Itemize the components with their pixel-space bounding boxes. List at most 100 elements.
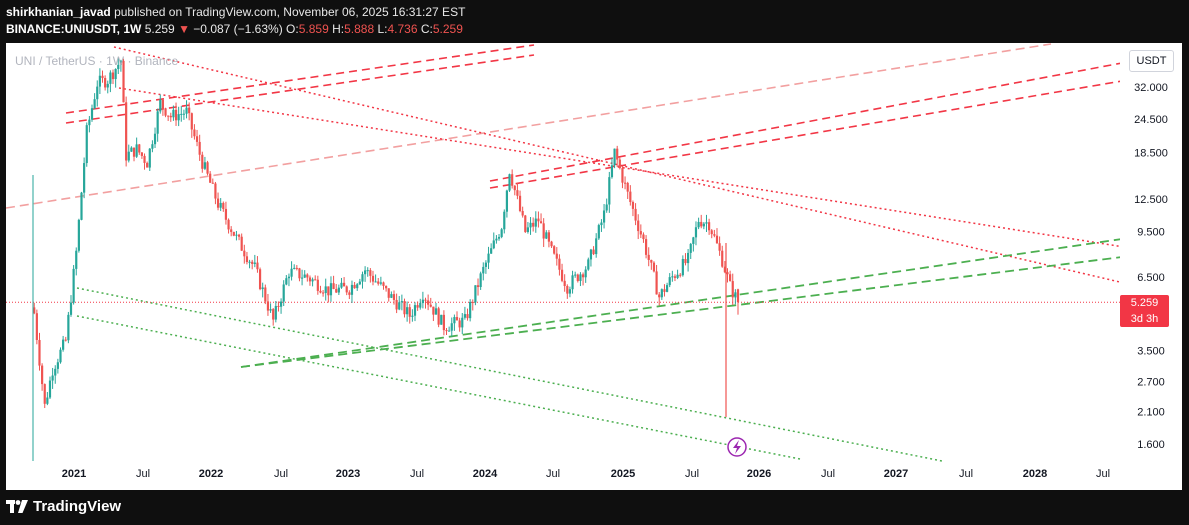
candle-body	[72, 268, 75, 303]
candle-body	[290, 268, 293, 277]
candle	[151, 140, 154, 153]
currency-button[interactable]: USDT	[1129, 50, 1174, 72]
candle-body	[592, 249, 595, 255]
candle	[109, 70, 112, 93]
candle	[660, 288, 663, 300]
candle	[487, 246, 490, 270]
price-chart[interactable]: 1.600 2.100 2.700 3.500 6.500 9.500 12.500 18.5…	[6, 43, 1182, 490]
candle-body	[172, 109, 175, 118]
candle	[329, 276, 333, 302]
candle	[479, 271, 482, 290]
candle	[526, 222, 530, 234]
candle-body	[369, 270, 372, 276]
candle	[558, 254, 561, 276]
candle	[93, 93, 96, 110]
candle-body	[387, 288, 390, 298]
candle	[576, 273, 579, 283]
candle-body	[474, 285, 477, 303]
candle	[403, 298, 406, 318]
price-axis[interactable]: 1.600 2.100 2.700 3.500 6.500 9.500 12.500 18.5…	[1120, 43, 1182, 490]
candle	[705, 214, 708, 233]
candle	[518, 190, 522, 213]
y-tick-label: 2.700	[1137, 377, 1165, 389]
symbol-info: BINANCE:UNIUSDT, 1W 5.259 ▼ −0.087 (−1.6…	[6, 22, 463, 36]
candle-body	[602, 210, 606, 223]
candle-body	[279, 301, 283, 307]
candle	[550, 240, 553, 248]
candle-body	[479, 273, 482, 288]
candle-body	[332, 283, 335, 290]
candle-body	[98, 75, 101, 87]
candle-body	[718, 243, 721, 251]
candle-body	[550, 241, 553, 247]
candle	[411, 309, 414, 322]
candle-body	[513, 185, 516, 191]
candle	[311, 277, 314, 287]
candle-body	[500, 229, 503, 237]
candle	[243, 244, 246, 264]
candle	[379, 276, 382, 286]
candle-body	[364, 270, 367, 275]
candle	[258, 267, 262, 291]
candle	[647, 247, 650, 267]
published-text: published on TradingView.com, November 0…	[114, 5, 466, 19]
candle	[140, 151, 143, 159]
candle-body	[300, 277, 304, 279]
candle-body	[545, 232, 548, 239]
candle	[33, 302, 36, 315]
candle	[161, 99, 165, 116]
candle	[679, 272, 682, 278]
candle-body	[385, 285, 388, 289]
candle-body	[521, 210, 524, 216]
candle	[319, 285, 322, 294]
candle-body	[327, 286, 330, 296]
candle-body	[106, 83, 109, 88]
candle	[453, 314, 456, 331]
candle	[652, 261, 656, 273]
candle-body	[621, 168, 624, 183]
candle	[51, 367, 54, 389]
candle-body	[237, 234, 241, 237]
time-axis[interactable]: 2021 Jul 2022 Jul 2023 Jul 2024 Jul 2025 Jul 2026 J…	[62, 468, 1110, 480]
candle	[190, 112, 193, 138]
candle-body	[258, 269, 262, 290]
candle-body	[371, 275, 375, 282]
chart-panel[interactable]: 1.600 2.100 2.700 3.500 6.500 9.500 12.500 18.5…	[6, 43, 1182, 490]
candle	[602, 204, 606, 229]
candle-body	[516, 190, 519, 196]
close-label: C:	[420, 22, 433, 36]
candle	[686, 248, 690, 272]
candle-body	[458, 320, 461, 328]
candle-body	[652, 262, 656, 272]
candle	[592, 246, 595, 256]
candle	[371, 270, 375, 286]
candle-body	[104, 78, 107, 88]
candle	[715, 228, 719, 244]
candle	[69, 295, 73, 317]
candle	[232, 231, 235, 237]
candle	[521, 206, 524, 218]
candle	[432, 306, 435, 322]
candle-body	[734, 292, 737, 298]
candle-body	[684, 258, 687, 264]
candle	[114, 68, 117, 88]
x-tick-label: Jul	[274, 468, 288, 480]
candle-body	[117, 64, 120, 69]
candle-body	[398, 302, 401, 310]
candle-body	[495, 238, 498, 241]
candle	[130, 146, 133, 152]
candle-body	[114, 68, 117, 80]
candle	[471, 299, 474, 311]
candle-body	[33, 307, 36, 314]
candle	[574, 271, 577, 278]
candle-body	[736, 289, 740, 303]
candle-body	[390, 294, 393, 298]
candle	[400, 294, 403, 311]
x-tick-label: 2028	[1023, 468, 1047, 480]
candle-body	[689, 243, 692, 253]
candle	[264, 284, 267, 305]
candle-body	[195, 136, 199, 142]
candle-body	[140, 152, 143, 156]
candle-body	[201, 154, 204, 169]
candle-body	[524, 215, 527, 232]
